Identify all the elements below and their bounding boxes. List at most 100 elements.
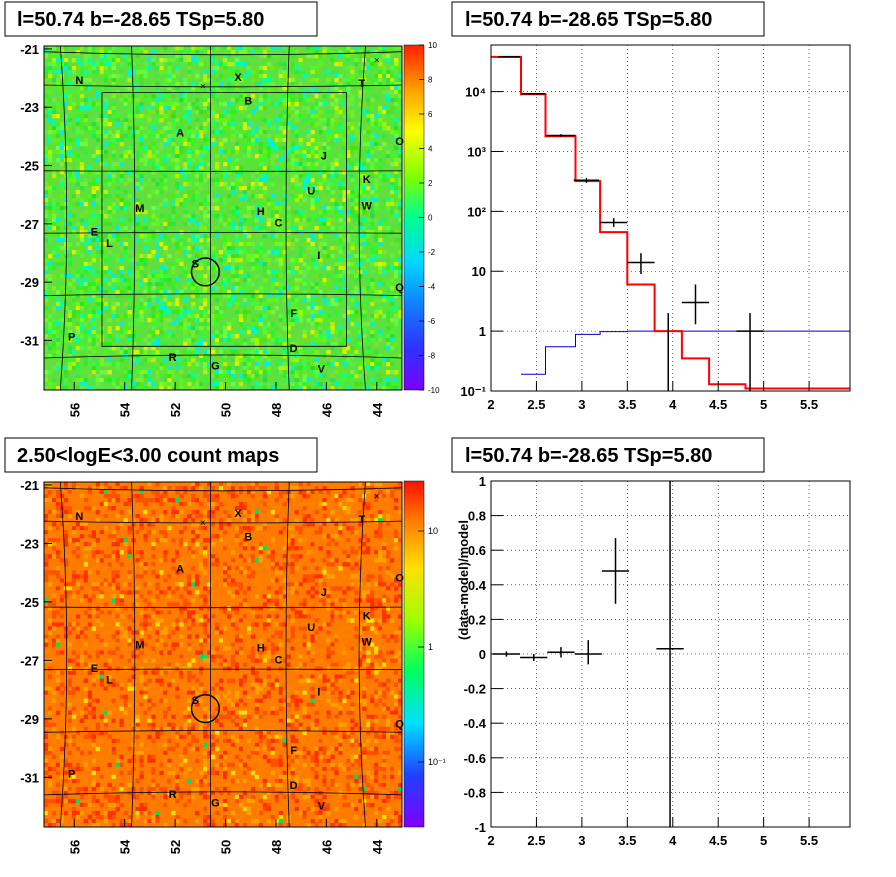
map-pixel	[167, 514, 171, 518]
map-pixel	[135, 382, 139, 386]
map-pixel	[80, 302, 84, 306]
map-pixel	[128, 174, 132, 178]
map-pixel	[271, 66, 275, 70]
map-pixel	[299, 254, 303, 258]
map-pixel	[299, 270, 303, 274]
map-pixel	[112, 494, 116, 498]
map-pixel	[378, 282, 382, 286]
map-pixel	[155, 134, 159, 138]
map-pixel	[199, 338, 203, 342]
map-pixel	[151, 286, 155, 290]
map-pixel	[163, 126, 167, 130]
map-pixel	[139, 262, 143, 266]
map-pixel	[231, 206, 235, 210]
map-pixel	[299, 314, 303, 318]
map-pixel	[167, 122, 171, 126]
map-pixel	[143, 254, 147, 258]
map-pixel	[151, 166, 155, 170]
map-pixel	[382, 66, 386, 70]
map-pixel	[215, 90, 219, 94]
map-pixel	[362, 290, 366, 294]
map-pixel	[64, 246, 68, 250]
map-pixel	[92, 306, 96, 310]
map-pixel	[394, 190, 398, 194]
map-pixel	[338, 54, 342, 58]
map-pixel	[44, 378, 48, 382]
map-pixel	[139, 318, 143, 322]
map-pixel	[135, 174, 139, 178]
map-pixel	[394, 174, 398, 178]
map-pixel	[72, 310, 76, 314]
map-pixel	[271, 238, 275, 242]
map-pixel	[120, 242, 124, 246]
map-pixel	[287, 162, 291, 166]
map-pixel	[378, 118, 382, 122]
map-pixel	[231, 378, 235, 382]
map-pixel	[187, 162, 191, 166]
map-pixel	[56, 258, 60, 262]
map-pixel	[382, 122, 386, 126]
map-pixel	[239, 94, 243, 98]
map-pixel	[191, 322, 195, 326]
map-pixel	[263, 186, 267, 190]
map-pixel	[195, 382, 199, 386]
map-pixel	[299, 490, 303, 494]
map-pixel	[263, 118, 267, 122]
map-pixel	[334, 174, 338, 178]
map-pixel	[299, 170, 303, 174]
y-tick-label: -29	[20, 275, 39, 290]
map-pixel	[183, 286, 187, 290]
map-pixel	[366, 242, 370, 246]
map-pixel	[60, 274, 64, 278]
map-pixel	[151, 254, 155, 258]
map-pixel	[135, 498, 139, 502]
map-pixel	[311, 106, 315, 110]
map-pixel	[322, 246, 326, 250]
map-pixel	[179, 262, 183, 266]
map-pixel	[84, 142, 88, 146]
map-pixel	[56, 250, 60, 254]
map-pixel	[334, 210, 338, 214]
map-pixel	[147, 218, 151, 222]
map-pixel	[135, 154, 139, 158]
map-pixel	[263, 258, 267, 262]
map-pixel	[116, 526, 120, 530]
map-pixel	[227, 254, 231, 258]
map-pixel	[342, 182, 346, 186]
map-pixel	[187, 358, 191, 362]
map-pixel	[183, 82, 187, 86]
map-pixel	[124, 190, 128, 194]
map-pixel	[358, 46, 362, 50]
map-pixel	[120, 142, 124, 146]
map-pixel	[275, 362, 279, 366]
map-pixel	[191, 238, 195, 242]
map-pixel	[283, 114, 287, 118]
map-pixel	[68, 66, 72, 70]
map-pixel	[171, 326, 175, 330]
map-pixel	[251, 482, 255, 486]
map-pixel	[84, 302, 88, 306]
map-pixel	[191, 158, 195, 162]
map-pixel	[179, 494, 183, 498]
map-pixel	[203, 150, 207, 154]
map-pixel	[259, 322, 263, 326]
map-pixel	[191, 286, 195, 290]
map-pixel	[167, 278, 171, 282]
map-pixel	[283, 342, 287, 346]
map-pixel	[354, 166, 358, 170]
map-pixel	[68, 166, 72, 170]
map-pixel	[135, 66, 139, 70]
map-pixel	[76, 286, 80, 290]
map-pixel	[243, 182, 247, 186]
map-pixel	[390, 302, 394, 306]
source-label: G	[211, 361, 220, 373]
map-pixel	[326, 170, 330, 174]
map-pixel	[299, 526, 303, 530]
map-pixel	[215, 206, 219, 210]
map-pixel	[239, 310, 243, 314]
map-pixel	[155, 374, 159, 378]
map-pixel	[203, 218, 207, 222]
map-pixel	[151, 162, 155, 166]
map-pixel	[159, 310, 163, 314]
map-pixel	[128, 278, 132, 282]
